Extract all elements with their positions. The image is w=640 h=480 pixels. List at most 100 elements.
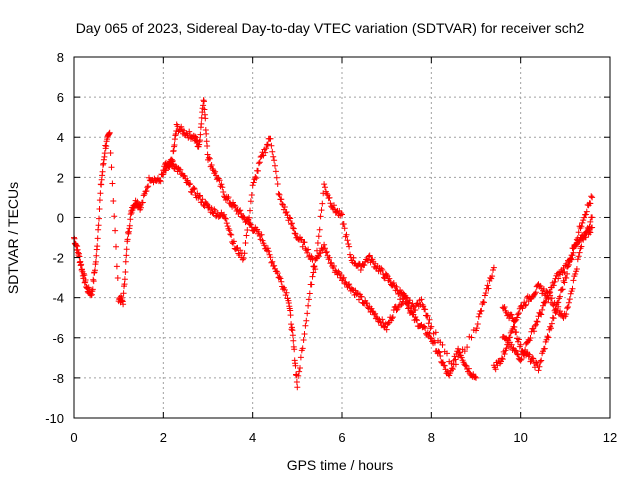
data-point-marker	[532, 322, 538, 329]
data-point-marker	[277, 275, 284, 282]
data-point-marker	[331, 202, 337, 209]
data-point-marker	[299, 345, 306, 352]
data-point-marker	[123, 246, 130, 253]
data-point-marker	[473, 374, 479, 381]
data-point-marker	[412, 307, 419, 313]
data-point-marker	[169, 162, 176, 169]
data-point-marker	[289, 225, 296, 231]
data-point-marker	[204, 143, 211, 149]
data-point-marker	[188, 189, 195, 196]
data-point-marker	[253, 175, 260, 182]
data-point-marker	[96, 206, 103, 212]
data-point-marker	[296, 368, 303, 375]
data-point-marker	[305, 296, 312, 303]
x-tick-label: 8	[428, 430, 435, 445]
data-point-marker	[326, 194, 333, 201]
data-point-marker	[269, 258, 276, 265]
data-point-marker	[197, 192, 203, 199]
data-point-marker	[126, 222, 133, 229]
data-point-marker	[326, 254, 333, 261]
data-point-marker	[241, 250, 248, 257]
data-point-marker	[482, 290, 489, 296]
data-point-marker	[555, 275, 562, 282]
data-point-marker	[205, 154, 212, 161]
data-point-marker	[218, 181, 225, 188]
data-point-marker	[340, 221, 347, 227]
data-point-marker	[269, 148, 276, 155]
data-point-marker	[555, 303, 562, 310]
data-point-marker	[328, 259, 335, 266]
data-point-marker	[381, 274, 387, 281]
data-point-marker	[339, 211, 345, 218]
data-point-marker	[383, 326, 390, 333]
data-point-marker	[290, 337, 297, 344]
data-point-marker	[157, 178, 164, 185]
y-tick-label: 8	[57, 50, 64, 65]
data-point-marker	[287, 312, 294, 319]
data-point-marker	[93, 252, 100, 259]
data-point-marker	[187, 181, 194, 187]
data-point-marker	[537, 358, 544, 365]
data-point-marker	[565, 304, 571, 310]
data-point-marker	[484, 282, 491, 289]
data-point-marker	[293, 379, 300, 385]
data-point-marker	[548, 320, 555, 327]
x-tick-label: 0	[70, 430, 77, 445]
data-point-marker	[143, 188, 150, 194]
data-point-marker	[550, 302, 557, 309]
data-point-marker	[519, 305, 526, 312]
data-point-marker	[271, 157, 278, 164]
data-point-marker	[354, 290, 361, 297]
data-point-marker	[564, 263, 571, 270]
x-tick-label: 6	[338, 430, 345, 445]
data-point-marker	[265, 248, 272, 255]
data-point-marker	[527, 335, 534, 341]
data-point-marker	[92, 267, 98, 274]
data-point-marker	[201, 106, 208, 113]
data-point-marker	[523, 301, 529, 308]
data-point-marker	[270, 153, 277, 160]
data-point-marker	[248, 192, 255, 198]
data-point-marker	[247, 207, 253, 214]
data-point-marker	[94, 243, 101, 250]
data-point-marker	[289, 332, 296, 339]
data-point-marker	[227, 200, 234, 207]
data-point-marker	[272, 168, 279, 175]
data-point-marker	[301, 239, 308, 246]
data-point-marker	[292, 362, 299, 369]
data-point-marker	[548, 325, 554, 332]
data-point-marker	[267, 135, 274, 142]
data-point-marker	[146, 174, 152, 181]
data-point-marker	[441, 362, 448, 369]
y-tick-label: -4	[52, 291, 64, 306]
data-point-marker	[203, 200, 210, 207]
data-point-marker	[331, 263, 337, 269]
data-point-marker	[515, 336, 522, 343]
data-point-marker	[522, 346, 529, 353]
data-point-marker	[274, 270, 281, 277]
data-point-marker	[439, 341, 446, 348]
data-point-marker	[240, 255, 247, 262]
data-point-marker	[499, 356, 506, 363]
data-point-marker	[139, 199, 146, 206]
data-point-marker	[107, 150, 114, 156]
data-point-marker	[583, 208, 590, 215]
data-point-marker	[275, 190, 282, 197]
data-point-marker	[575, 239, 582, 246]
data-point-marker	[439, 359, 446, 366]
data-point-marker	[200, 102, 207, 109]
data-point-marker	[82, 277, 89, 283]
data-point-marker	[361, 262, 368, 268]
data-point-marker	[247, 198, 254, 205]
data-point-marker	[583, 229, 590, 236]
data-point-marker	[455, 345, 462, 352]
data-point-marker	[403, 294, 410, 301]
data-point-marker	[297, 354, 304, 361]
data-points	[71, 97, 596, 391]
data-point-marker	[181, 173, 188, 180]
data-point-marker	[276, 191, 283, 198]
data-point-marker	[465, 365, 472, 372]
data-point-marker	[347, 251, 353, 258]
data-point-marker	[316, 226, 323, 233]
